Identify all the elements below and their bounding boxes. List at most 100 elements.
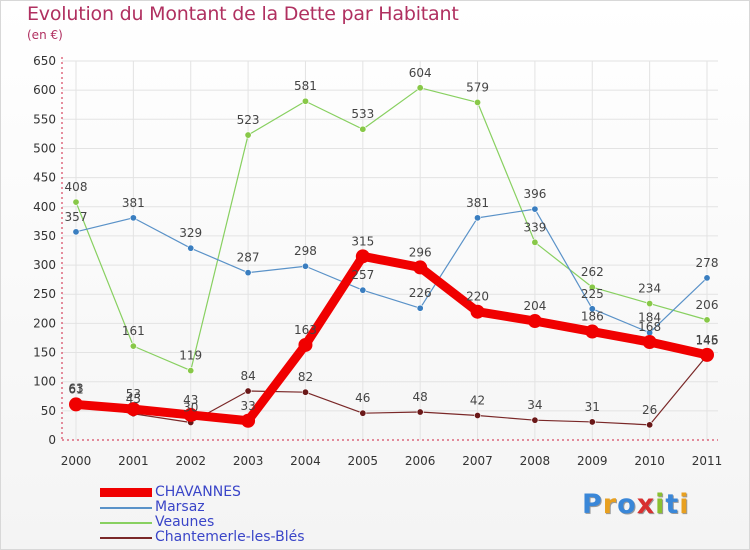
x-tick-label-2008: 2008 [520,454,551,468]
series-veaunes [72,84,711,375]
y-axis-ticks: 0 50 100 150 200 250 300 350 400 450 500 550 600 650 [33,54,56,447]
value-label-marsaz-2004: 298 [294,244,317,258]
value-label-chavannes-2007: 220 [466,290,489,304]
x-tick-label-2011: 2011 [692,454,723,468]
y-tick-label-650: 650 [33,54,56,68]
value-label-chavannes-2011: 146 [696,333,719,347]
series-chavannes [69,249,714,428]
point-marsaz-2001 [129,214,137,222]
point-veaunes-2002 [187,367,195,375]
x-tick-label-2010: 2010 [634,454,665,468]
point-chantemerle-les-bles-2007 [474,412,482,420]
point-marsaz-2009 [588,305,596,313]
value-label-chantemerle-les-bles-2006: 48 [413,390,428,404]
value-label-veaunes-2010: 234 [638,282,661,296]
y-tick-label-250: 250 [33,287,56,301]
point-veaunes-2003 [244,131,252,139]
y-tick-label-400: 400 [33,200,56,214]
point-veaunes-2007 [474,98,482,106]
point-chavannes-2009 [585,324,600,339]
value-label-veaunes-2004: 581 [294,79,317,93]
value-label-chavannes-2010: 168 [638,320,661,334]
value-label-veaunes-2000: 408 [65,180,88,194]
x-tick-label-2007: 2007 [462,454,493,468]
logo-letter-3: x [636,489,656,520]
logo-letter-0: P [582,489,603,520]
value-label-marsaz-2003: 287 [237,251,260,265]
point-marsaz-2003 [244,269,252,277]
gridlines [62,60,718,440]
x-tick-label-2005: 2005 [348,454,379,468]
logo-letter-6: i [679,489,690,520]
legend-label-chantemerle-les-bles: Chantemerle-les-Blés [155,529,305,545]
value-label-chavannes-2004: 163 [294,323,317,337]
value-label-marsaz-2008: 396 [523,187,546,201]
value-label-marsaz-2001: 381 [122,196,145,210]
value-label-veaunes-2001: 161 [122,324,145,338]
point-marsaz-2004 [301,262,309,270]
point-veaunes-2008 [531,238,539,246]
legend-label-chavannes: CHAVANNES [155,484,241,500]
y-tick-label-500: 500 [33,141,56,155]
y-tick-label-50: 50 [41,404,56,418]
value-label-chantemerle-les-bles-2008: 34 [527,398,542,412]
y-tick-label-100: 100 [33,375,56,389]
value-label-chantemerle-les-bles-2010: 26 [642,403,657,417]
point-marsaz-2008 [531,205,539,213]
legend-swatch-veaunes [100,522,152,524]
series-marsaz [72,205,711,337]
y-tick-label-300: 300 [33,258,56,272]
value-label-veaunes-2003: 523 [237,113,260,127]
point-veaunes-2011 [703,316,711,324]
point-chavannes-2008 [527,314,542,329]
point-chavannes-2004 [298,337,313,352]
point-chavannes-2003 [241,413,256,428]
point-marsaz-2002 [187,244,195,252]
value-label-chantemerle-les-bles-2005: 46 [355,391,370,405]
y-tick-label-350: 350 [33,229,56,243]
value-label-chantemerle-les-bles-2004: 82 [298,370,313,384]
value-label-veaunes-2006: 604 [409,66,432,80]
point-veaunes-2010 [646,300,654,308]
point-chavannes-2001 [126,402,141,417]
value-label-chavannes-2006: 296 [409,245,432,259]
point-veaunes-2009 [588,283,596,291]
value-label-marsaz-2002: 329 [179,226,202,240]
value-label-chantemerle-les-bles-2002: 30 [183,401,198,415]
point-marsaz-2007 [474,214,482,222]
value-label-chantemerle-les-bles-2003: 84 [240,369,255,383]
point-veaunes-2001 [129,342,137,350]
legend-swatch-chantemerle-les-bles [100,537,152,539]
point-veaunes-2006 [416,84,424,92]
value-label-marsaz-2006: 226 [409,286,432,300]
value-label-chavannes-2002: 43 [183,393,198,407]
series-line-chantemerle-les-bles [75,354,708,426]
point-chavannes-2011 [700,347,714,362]
legend-label-veaunes: Veaunes [155,514,215,530]
value-label-chavannes-2003: 33 [240,399,255,413]
x-axis-ticks: 2000 2001 2002 2003 2004 2005 2006 2007 2008 2009… [61,454,723,468]
x-tick-label-2006: 2006 [405,454,436,468]
point-chavannes-2005 [355,249,370,264]
chart-unit-label: (en €) [27,28,63,42]
point-chantemerle-les-bles-2010 [646,421,654,429]
point-veaunes-2005 [359,125,367,133]
y-tick-label-0: 0 [48,433,56,447]
value-label-veaunes-2002: 119 [179,349,202,363]
value-label-marsaz-2005: 257 [351,268,374,282]
value-label-chantemerle-les-bles-2001: 45 [126,392,141,406]
x-tick-label-2002: 2002 [175,454,206,468]
point-marsaz-2005 [359,286,367,294]
x-tick-label-2009: 2009 [577,454,608,468]
legend-swatch-marsaz [100,507,152,509]
legend-label-marsaz: Marsaz [155,499,205,515]
value-label-marsaz-2000: 357 [65,210,88,224]
point-marsaz-2011 [703,274,711,282]
point-chavannes-2002 [183,407,198,422]
value-label-marsaz-2011: 278 [696,256,719,270]
data-labels: 408 161 119 523 581 533 604 579 339 262 234 206 357 3… [65,66,719,417]
point-chantemerle-les-bles-2005 [359,409,367,417]
point-marsaz-2000 [72,228,80,236]
point-chantemerle-les-bles-2004 [301,388,309,396]
